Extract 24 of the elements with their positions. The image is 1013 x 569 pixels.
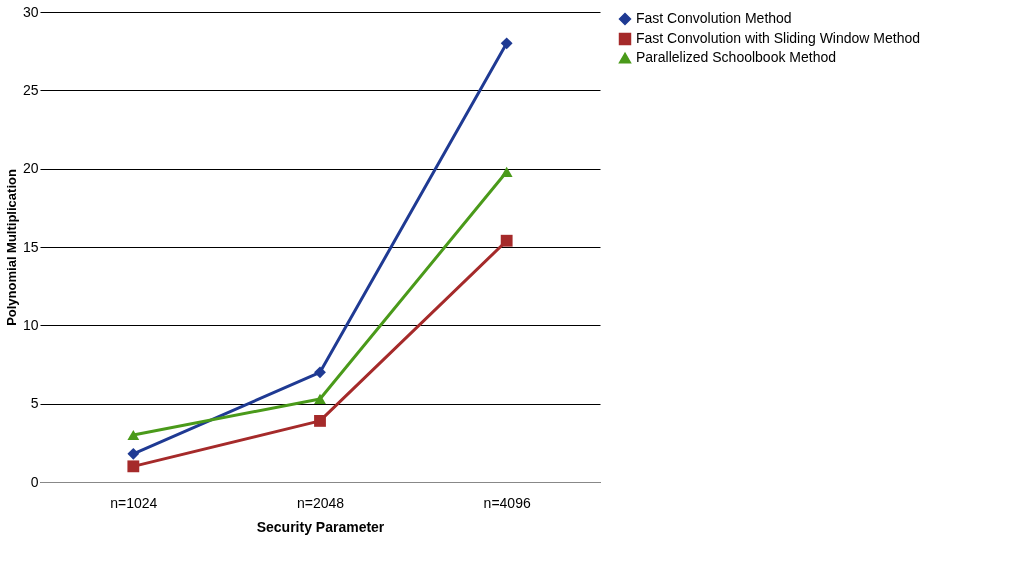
point (314, 366, 326, 379)
y-axis-title: Polynomial Multiplication (3, 169, 19, 326)
x-axis-title: Security Parameter (256, 518, 385, 535)
point (127, 429, 140, 441)
y-tick-label: 20 (22, 160, 39, 177)
y-tick-label: 0 (30, 473, 39, 490)
point (500, 37, 513, 50)
y-tick-label: 15 (22, 238, 39, 255)
legend-label: Fast Convolution with Sliding Window Method (636, 30, 921, 46)
point (314, 414, 326, 427)
point (314, 393, 326, 405)
legend-label: Parallelized Schoolbook Method (636, 49, 837, 65)
y-tick-label: 25 (22, 81, 39, 98)
x-tick-label: n=2048 (296, 494, 345, 511)
point (500, 234, 513, 247)
x-tick-label: n=4096 (483, 494, 531, 511)
y-tick-label: 10 (22, 316, 39, 333)
point (127, 460, 140, 473)
x-tick-label: n=1024 (110, 494, 158, 511)
point (127, 447, 140, 460)
y-tick-label: 5 (30, 395, 39, 412)
point (500, 166, 513, 177)
legend-label: Fast Convolution Method (636, 10, 792, 26)
y-tick-label: 30 (22, 3, 39, 20)
